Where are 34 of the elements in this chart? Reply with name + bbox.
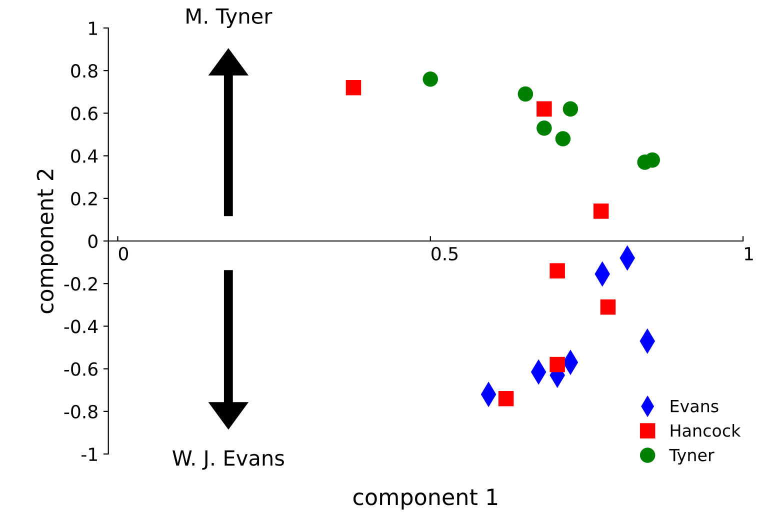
y-tick-label: -1 — [82, 448, 97, 461]
y-tick-label: -0.4 — [64, 320, 98, 334]
x-tick-label: 1 — [745, 247, 753, 260]
y-tick-label: -0.2 — [64, 277, 97, 291]
y-tick-label: 0 — [88, 234, 98, 248]
legend-label: Hancock — [670, 424, 741, 437]
point — [562, 101, 578, 117]
legend-label: Evans — [670, 400, 718, 412]
annotation: M. Tyner — [186, 8, 272, 28]
y-tick-label: 0.6 — [71, 106, 98, 120]
y-axis-title: component 2 — [36, 170, 58, 314]
point — [644, 152, 660, 168]
point — [550, 263, 565, 278]
point — [536, 120, 552, 136]
y-tick-label: 0.8 — [71, 64, 98, 78]
y-tick-label: -0.6 — [64, 362, 98, 376]
legend-label: Tyner — [669, 448, 714, 465]
y-tick-label: 0.4 — [71, 149, 98, 163]
point — [536, 101, 552, 117]
point — [555, 131, 571, 146]
y-tick-label: 0.2 — [71, 192, 97, 206]
point — [550, 356, 565, 372]
y-tick-label: -0.8 — [64, 404, 98, 419]
y-tick-label: 1 — [89, 22, 97, 35]
point — [600, 299, 616, 315]
x-tick-label: 0 — [118, 246, 128, 261]
x-axis-title: component 1 — [353, 488, 498, 510]
point — [422, 71, 438, 87]
point — [498, 390, 514, 406]
point — [518, 86, 534, 102]
x-tick-label: 0.5 — [432, 246, 458, 261]
annotation: W. J. Evans — [172, 450, 284, 470]
point — [593, 204, 609, 219]
point — [346, 80, 362, 96]
